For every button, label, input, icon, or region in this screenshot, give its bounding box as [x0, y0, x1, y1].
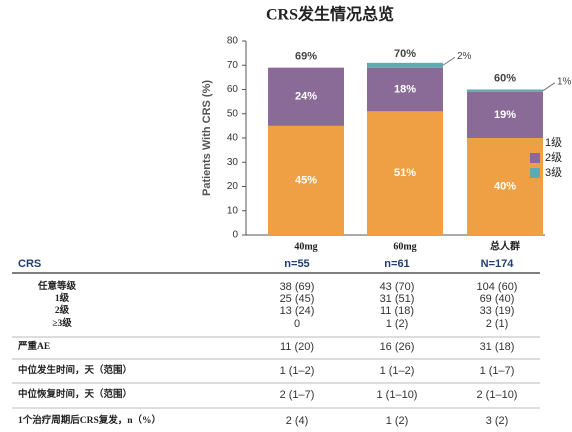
y-tick-label: 0 [232, 230, 238, 241]
table-header-cell: n=61 [384, 258, 409, 270]
legend-swatch [530, 153, 540, 163]
table-cell: 2 (1–10) [477, 389, 518, 401]
value-label: 18% [394, 83, 416, 95]
table-cell: 1 (2) [386, 415, 409, 427]
table-cell: 16 (26) [380, 341, 415, 353]
value-label: 2% [457, 51, 472, 62]
table-header-cell: N=174 [481, 258, 515, 270]
table-cell: 1 (1–2) [280, 365, 315, 377]
x-tick-label: 40mg [294, 241, 317, 252]
bar-segment [268, 125, 344, 235]
y-tick-label: 10 [227, 205, 239, 216]
table-cell: 43 (70) [380, 281, 415, 293]
value-label: 45% [295, 174, 317, 186]
total-label: 60% [494, 72, 516, 84]
leader-line [442, 56, 456, 66]
table-cell: 1 (1–10) [377, 389, 418, 401]
table-cell: 11 (18) [380, 305, 414, 317]
leader-line [542, 82, 556, 92]
value-label: 1% [557, 76, 572, 87]
table-cell: 13 (24) [280, 305, 315, 317]
row-label: 1级 [55, 292, 70, 304]
legend-swatch [530, 168, 540, 178]
y-tick-label: 60 [227, 84, 239, 95]
x-tick-label: 60mg [393, 241, 416, 252]
y-tick-label: 80 [227, 36, 239, 47]
y-tick-label: 20 [227, 181, 239, 192]
bar-segment [367, 67, 443, 112]
table-cell: 2 (1–7) [280, 389, 315, 401]
table-header-cell: n=55 [284, 258, 309, 270]
table-cell: 104 (60) [477, 281, 518, 293]
row-label: 2级 [55, 304, 70, 316]
x-tick-label: 总人群 [490, 239, 520, 252]
y-axis-label: Patients With CRS (%) [201, 80, 213, 196]
row-label: 任意等级 [37, 280, 77, 292]
legend-label: 2级 [545, 151, 562, 164]
total-label: 69% [295, 51, 317, 63]
table-cell: 31 (51) [380, 293, 415, 305]
table-cell: 25 (45) [280, 293, 315, 305]
y-tick-label: 50 [227, 108, 239, 119]
table-cell: 1 (2) [386, 318, 409, 330]
y-tick-label: 30 [227, 157, 239, 168]
row-label: ≥3级 [52, 317, 72, 329]
table-cell: 31 (18) [480, 341, 515, 353]
legend-swatch [530, 138, 540, 148]
value-label: 19% [494, 109, 516, 121]
table-cell: 33 (19) [480, 305, 515, 317]
row-label: 中位恢复时间，天（范围） [18, 388, 132, 400]
legend-label: 3级 [545, 166, 562, 179]
y-tick-label: 40 [227, 133, 239, 144]
row-label: 1个治疗周期后CRS复发，n（%） [18, 414, 161, 426]
bar-segment [467, 91, 543, 138]
bar-segment [268, 67, 344, 126]
table-cell: 0 [294, 318, 300, 330]
value-label: 40% [494, 180, 516, 192]
table-cell: 11 (20) [280, 341, 314, 353]
table-cell: 1 (1–2) [380, 365, 415, 377]
table-cell: 3 (2) [486, 415, 509, 427]
total-label: 70% [394, 48, 416, 60]
row-label: 中位发生时间，天（范围） [18, 364, 132, 376]
y-tick-label: 70 [227, 60, 239, 71]
legend-label: 1级 [545, 136, 562, 149]
table-cell: 2 (4) [286, 415, 309, 427]
chart-title: CRS发生情况总览 [266, 5, 394, 24]
table-cell: 69 (40) [480, 293, 515, 305]
bar-segment [467, 89, 543, 92]
bar-segment [367, 62, 443, 68]
table-cell: 2 (1) [486, 318, 509, 330]
table-cell: 38 (69) [280, 281, 315, 293]
table-cell: 1 (1–7) [480, 365, 515, 377]
bar-segment [367, 111, 443, 235]
row-label: 严重AE [17, 340, 50, 352]
value-label: 51% [394, 167, 416, 179]
value-label: 24% [295, 91, 317, 103]
table-header-label: CRS [18, 258, 41, 270]
